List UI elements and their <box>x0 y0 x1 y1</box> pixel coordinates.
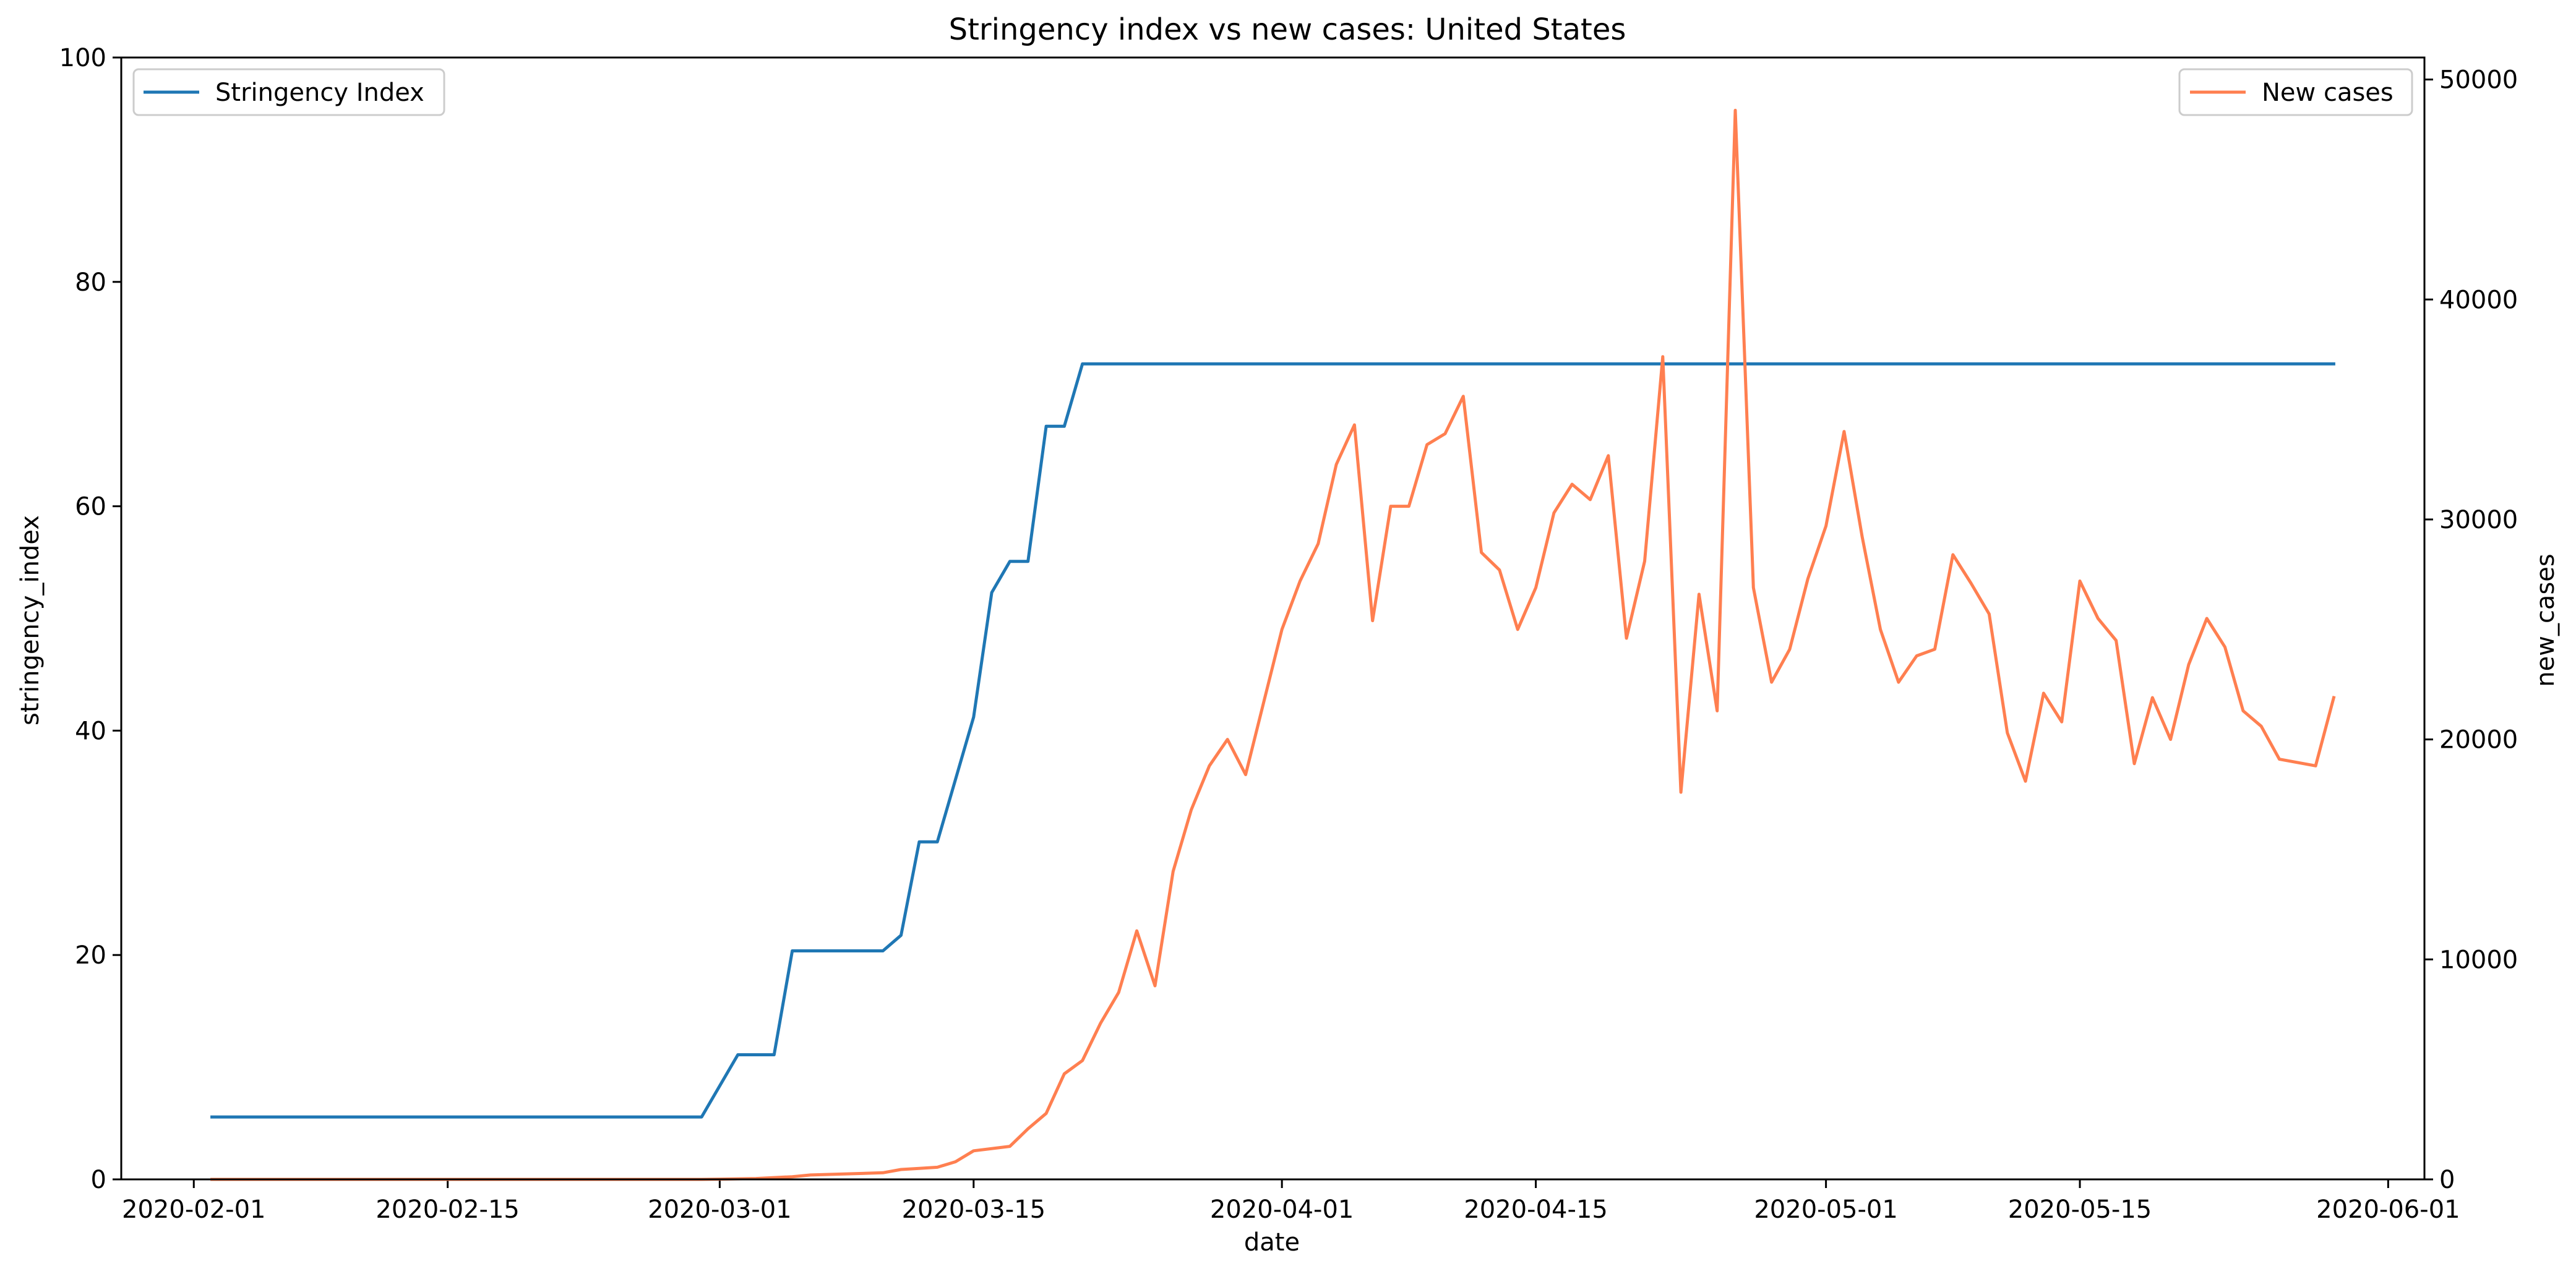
series-lines <box>210 108 2336 1181</box>
left-y-tick-label: 100 <box>59 44 106 72</box>
x-tick-label: 2020-06-01 <box>2316 1195 2460 1224</box>
right-y-axis-title: new_cases <box>2531 554 2560 686</box>
left-y-tick-label: 60 <box>75 493 106 521</box>
x-tick-label: 2020-05-15 <box>2008 1195 2152 1224</box>
legend-stringency: Stringency Index <box>132 68 445 116</box>
new-cases-line <box>210 108 2336 1181</box>
legend-new-cases: New cases <box>2178 68 2413 116</box>
right-y-tick-label: 40000 <box>2439 286 2518 314</box>
stringency-index-line <box>210 362 2335 1119</box>
left-y-tick-label: 0 <box>91 1166 106 1194</box>
axis-ticks: 2020-02-01 2020-02-15 2020-03-01 2020-03-15… <box>59 44 2518 1224</box>
x-tick-label: 2020-03-01 <box>648 1195 791 1224</box>
x-axis-title: date <box>1244 1228 1300 1257</box>
right-y-tick-label: 10000 <box>2439 946 2518 974</box>
x-tick-label: 2020-05-01 <box>1754 1195 1897 1224</box>
left-y-tick-label: 20 <box>75 941 106 970</box>
legend-frame <box>132 68 445 116</box>
plot-frame <box>120 56 2426 1181</box>
x-tick-label: 2020-02-15 <box>376 1195 519 1224</box>
x-tick-label: 2020-04-15 <box>1464 1195 1607 1224</box>
left-y-tick-label: 80 <box>75 268 106 297</box>
right-y-tick-label: 50000 <box>2439 66 2518 95</box>
right-y-tick-label: 30000 <box>2439 506 2518 534</box>
right-y-tick-label: 20000 <box>2439 726 2518 755</box>
x-tick-label: 2020-03-15 <box>902 1195 1045 1224</box>
x-tick-label: 2020-02-01 <box>122 1195 265 1224</box>
legend-label-stringency: Stringency Index <box>215 79 424 107</box>
legend-frame <box>2178 68 2413 116</box>
x-tick-label: 2020-04-01 <box>1210 1195 1354 1224</box>
right-y-tick-label: 0 <box>2439 1166 2455 1194</box>
chart-title: Stringency index vs new cases: United St… <box>949 12 1626 47</box>
left-y-tick-label: 40 <box>75 717 106 745</box>
legend-label-new-cases: New cases <box>2262 79 2394 107</box>
left-y-axis-title: stringency_index <box>16 515 45 725</box>
